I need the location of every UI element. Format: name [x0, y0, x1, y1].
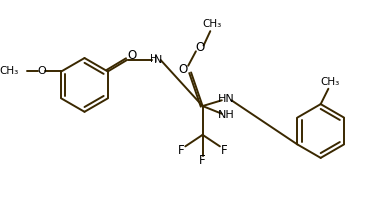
Text: O: O: [38, 67, 47, 76]
Text: CH₃: CH₃: [0, 67, 19, 76]
Text: H: H: [150, 54, 157, 64]
Text: HN: HN: [218, 94, 235, 104]
Text: O: O: [195, 41, 204, 54]
Text: NH: NH: [218, 110, 235, 120]
Text: F: F: [220, 144, 227, 157]
Text: O: O: [179, 63, 188, 76]
Text: O: O: [127, 49, 136, 62]
Text: CH₃: CH₃: [203, 19, 222, 30]
Text: F: F: [178, 144, 185, 157]
Text: N: N: [154, 55, 162, 65]
Text: F: F: [199, 154, 206, 167]
Text: CH₃: CH₃: [321, 77, 340, 87]
